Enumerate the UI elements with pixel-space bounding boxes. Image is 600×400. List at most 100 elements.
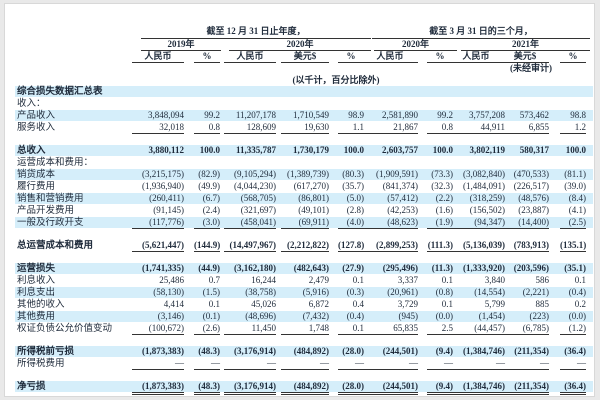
table-cell: (482,643) [293,263,329,273]
table-cell: (73.3) [431,169,453,179]
table-cell: 2.5 [427,323,453,335]
table-cell: (14,554) [474,287,505,297]
table-cell: 3,880,112 [148,145,184,155]
q-2020-header: 2020年 [401,39,429,49]
table-cell: (23,887) [518,205,549,215]
table-cell: 6,855 [501,122,549,134]
table-cell: (484,892) [293,346,329,356]
table-cell: — [281,358,329,370]
table-cell: (568,705) [240,193,276,203]
row-label: 总收入 [17,145,46,156]
annual-period-header: 截至 12 月 31 日止年度， [206,26,306,36]
table-cell: (0.4) [568,287,586,297]
row-label: 产品收入 [17,110,56,121]
table-cell: (1,384,746) [463,346,505,356]
row-label: 利息收入 [17,275,56,286]
table-cell: (484,892) [281,381,329,395]
table-cell: (2,899,253) [362,240,418,252]
table-cell: (0.3) [346,287,364,297]
table-cell: 21,867 [362,122,418,134]
table-cell: (6,785) [501,323,549,335]
row-label: 综合损失数据汇总表 [17,86,103,97]
table-cell: (295,496) [382,263,418,273]
row-label: 所得税费用 [17,358,65,369]
table-cell: (5,916) [302,287,329,297]
table-cell: 3,757,208 [469,110,505,120]
table-cell: (3,082,840) [463,169,505,179]
table-cell: (38,758) [245,287,276,297]
table-cell: (6.7) [202,193,220,203]
table-cell: (318,259) [469,193,505,203]
column-header: 美元$ [501,51,549,63]
table-cell: — [224,358,276,370]
table-cell: 19,630 [281,122,329,134]
table-cell: (32.3) [431,181,453,191]
table-cell: 0.1 [208,299,220,309]
table-cell: (28.0) [342,346,364,356]
table-cell: 0.1 [352,275,364,285]
table-cell: 5,799 [484,299,505,309]
column-header: 人民币 [132,51,184,63]
table-cell: (5.0) [346,193,364,203]
table-cell: (1,333,920) [463,263,505,273]
row-highlight [15,169,593,180]
row-label: 销货成本 [17,169,56,180]
table-cell: (470,533) [513,169,549,179]
table-cell: (260,411) [149,193,184,203]
table-cell: (80.3) [342,169,364,179]
year-2019-header: 2019年 [167,39,195,49]
table-cell: (11.3) [431,263,453,273]
column-header: % [338,51,364,63]
row-highlight [15,287,593,298]
table-cell: (36.4) [564,346,586,356]
divider [461,50,590,51]
table-cell: (1,936,940) [142,181,184,191]
table-cell: 128,609 [224,122,276,134]
row-label: 服务收入 [17,122,56,133]
table-cell: 99.2 [437,110,453,120]
divider [141,50,221,51]
column-header: % [194,51,220,63]
table-cell: (2.5) [560,217,586,229]
table-cell: (3.0) [194,217,220,229]
table-cell: (144.9) [194,240,221,252]
table-cell: (48.3) [194,381,220,395]
table-cell: 1,748 [281,323,329,335]
table-cell: (48,576) [518,193,549,203]
row-label: 销售和营销费用 [17,193,84,204]
table-cell: 100.0 [343,145,364,155]
table-cell: 100.0 [199,145,220,155]
row-label: 净亏损 [17,381,46,392]
table-cell: 11,207,178 [235,110,276,120]
table-cell: 45,026 [251,299,276,309]
table-cell: (9.4) [427,381,453,395]
table-cell: (48.3) [198,346,220,356]
table-cell: (135.1) [560,240,587,252]
table-cell: (2,212,822) [281,240,329,252]
table-cell: (81.1) [564,169,586,179]
column-header: 美元$ [281,51,329,63]
table-cell: — [447,358,505,370]
table-cell: (58,130) [153,287,184,297]
row-highlight [15,193,593,204]
row-label: 产品开发费用 [17,205,75,216]
row-highlight [15,346,593,357]
year-2020-header: 2020年 [286,39,314,49]
table-cell: — [194,358,220,370]
table-cell: (3,215,175) [142,169,184,179]
table-cell: — [501,358,549,370]
row-label: 所得税前亏损 [17,346,75,357]
table-cell: (86,801) [298,193,329,203]
table-cell: 0.8 [194,122,220,134]
table-cell: (1.5) [202,287,220,297]
table-cell: (1,909,591) [376,169,418,179]
table-cell: 0.1 [574,275,586,285]
q-2021-header: 2021年 [511,39,539,49]
table-cell: (0.4) [346,311,364,321]
table-cell: (783,913) [501,240,549,252]
table-cell: (127.8) [338,240,365,252]
row-label: 其他的收入 [17,299,65,310]
table-cell: (0.1) [202,311,220,321]
table-cell: (36.4) [560,381,586,395]
table-cell: (82.9) [198,169,220,179]
